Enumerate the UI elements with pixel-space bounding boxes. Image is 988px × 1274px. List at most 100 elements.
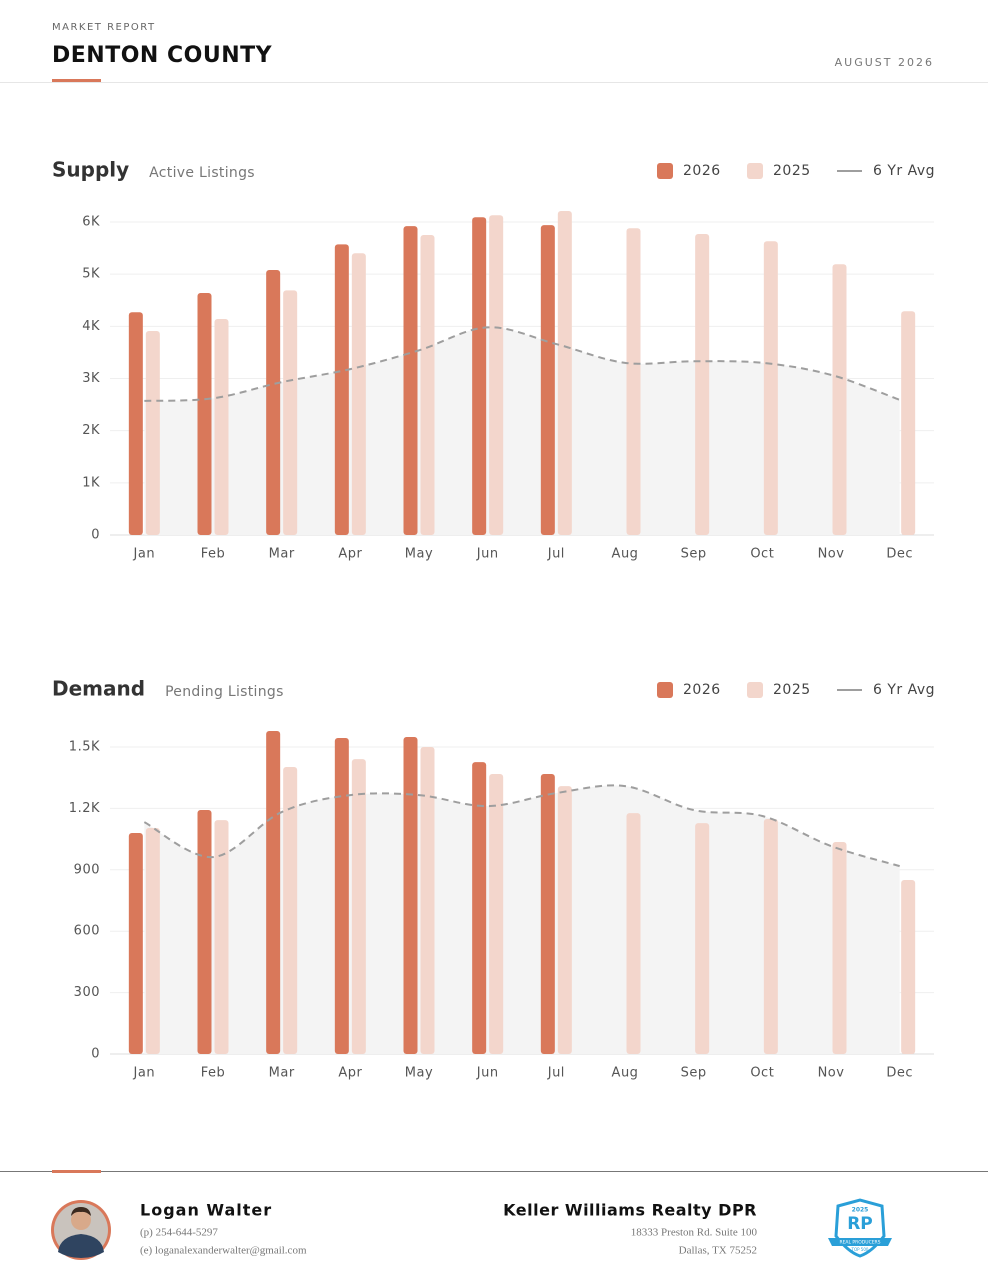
chart-subtitle: Pending Listings bbox=[165, 684, 284, 700]
legend-label: 2026 bbox=[683, 163, 721, 179]
badge: 2025 RP REAL PRODUCERS TOP 500 bbox=[828, 1198, 892, 1258]
x-tick-label: Oct bbox=[750, 547, 774, 562]
bar bbox=[420, 235, 435, 535]
bar bbox=[901, 311, 916, 535]
header-accent bbox=[52, 79, 101, 82]
badge-line2: TOP 500 bbox=[851, 1247, 869, 1252]
badge-line1: REAL PRODUCERS bbox=[839, 1240, 880, 1246]
bar bbox=[420, 747, 435, 1054]
bar bbox=[266, 731, 281, 1054]
x-tick-label: May bbox=[405, 1066, 433, 1081]
report-date: AUGUST 2026 bbox=[835, 56, 934, 69]
company-name: Keller Williams Realty DPR bbox=[503, 1201, 757, 1220]
company-city: Dallas, TX 75252 bbox=[679, 1245, 757, 1257]
chart: Supply Active Listings 2026 2025 6 Yr Avg 0 1K… bbox=[52, 158, 935, 562]
x-tick-label: Apr bbox=[338, 1066, 362, 1081]
chart: Demand Pending Listings 2026 2025 6 Yr Avg 0 3… bbox=[52, 677, 935, 1081]
x-tick-label: Apr bbox=[338, 547, 362, 562]
legend-label: 6 Yr Avg bbox=[873, 682, 935, 698]
bar bbox=[540, 774, 555, 1054]
agent-phone: (p) 254-644-5297 bbox=[140, 1227, 218, 1239]
bar bbox=[695, 823, 710, 1054]
bar bbox=[472, 762, 487, 1054]
y-tick-label: 600 bbox=[74, 924, 100, 939]
x-tick-label: Mar bbox=[269, 1066, 295, 1081]
badge-year: 2025 bbox=[852, 1207, 869, 1214]
y-tick-label: 6K bbox=[82, 215, 100, 230]
x-tick-label: Sep bbox=[681, 547, 707, 562]
bar bbox=[214, 319, 229, 535]
bar bbox=[557, 786, 572, 1054]
bar bbox=[197, 810, 212, 1054]
y-tick-label: 0 bbox=[91, 528, 100, 543]
avg-area bbox=[144, 327, 900, 535]
company-address: 18333 Preston Rd. Suite 100 bbox=[631, 1227, 758, 1239]
x-tick-label: Jun bbox=[476, 547, 499, 562]
legend-label: 2026 bbox=[683, 682, 721, 698]
bar bbox=[626, 228, 641, 535]
legend-label: 6 Yr Avg bbox=[873, 163, 935, 179]
y-tick-label: 0 bbox=[91, 1047, 100, 1062]
x-tick-label: Jan bbox=[133, 547, 156, 562]
legend-swatch bbox=[747, 682, 763, 698]
x-tick-label: Jul bbox=[547, 1066, 565, 1081]
bar bbox=[557, 211, 572, 536]
chart-title: Demand bbox=[52, 677, 145, 701]
legend-label: 2025 bbox=[773, 163, 811, 179]
agent-email: (e) loganalexanderwalter@gmail.com bbox=[140, 1245, 307, 1257]
x-tick-label: Mar bbox=[269, 547, 295, 562]
bar bbox=[489, 215, 504, 536]
x-tick-label: Dec bbox=[886, 1066, 913, 1081]
page-title: DENTON COUNTY bbox=[52, 43, 273, 68]
bar bbox=[214, 820, 229, 1054]
x-tick-label: May bbox=[405, 547, 433, 562]
bar bbox=[266, 269, 281, 535]
kicker: MARKET REPORT bbox=[52, 22, 156, 33]
bar bbox=[403, 226, 418, 535]
avg-line bbox=[143, 784, 900, 868]
bar bbox=[128, 832, 143, 1054]
bar bbox=[334, 737, 349, 1054]
bar bbox=[901, 880, 916, 1054]
legend-swatch bbox=[747, 163, 763, 179]
x-tick-label: Feb bbox=[201, 1066, 226, 1081]
bar bbox=[832, 841, 847, 1054]
y-tick-label: 300 bbox=[74, 985, 100, 1000]
badge-mark: RP bbox=[847, 1214, 873, 1234]
legend-swatch bbox=[657, 682, 673, 698]
bar bbox=[128, 312, 143, 535]
avg-area bbox=[144, 785, 900, 1054]
bar bbox=[283, 290, 298, 535]
bar bbox=[351, 759, 366, 1054]
bar bbox=[540, 225, 555, 535]
bar bbox=[832, 264, 847, 535]
bar bbox=[403, 736, 418, 1054]
bar bbox=[351, 253, 366, 536]
footer-accent bbox=[52, 1170, 101, 1173]
bar bbox=[145, 828, 160, 1054]
chart-title: Supply bbox=[52, 158, 129, 182]
bar bbox=[145, 331, 160, 535]
legend-swatch bbox=[657, 163, 673, 179]
bar bbox=[197, 292, 212, 535]
agent-photo bbox=[51, 1200, 111, 1260]
bar bbox=[626, 813, 641, 1054]
y-tick-label: 1.5K bbox=[69, 740, 100, 755]
x-tick-label: Feb bbox=[201, 547, 226, 562]
y-tick-label: 900 bbox=[74, 862, 100, 877]
chart-subtitle: Active Listings bbox=[149, 165, 255, 181]
y-tick-label: 1.2K bbox=[69, 801, 100, 816]
agent-name: Logan Walter bbox=[140, 1201, 272, 1220]
x-tick-label: Dec bbox=[886, 547, 913, 562]
x-tick-label: Aug bbox=[612, 547, 639, 562]
y-tick-label: 2K bbox=[82, 423, 100, 438]
bar bbox=[695, 233, 710, 535]
x-tick-label: Jun bbox=[476, 1066, 499, 1081]
x-tick-label: Jul bbox=[547, 547, 565, 562]
bar bbox=[489, 774, 504, 1054]
x-tick-label: Aug bbox=[612, 1066, 639, 1081]
y-tick-label: 1K bbox=[82, 475, 100, 490]
avg-line bbox=[144, 326, 901, 402]
